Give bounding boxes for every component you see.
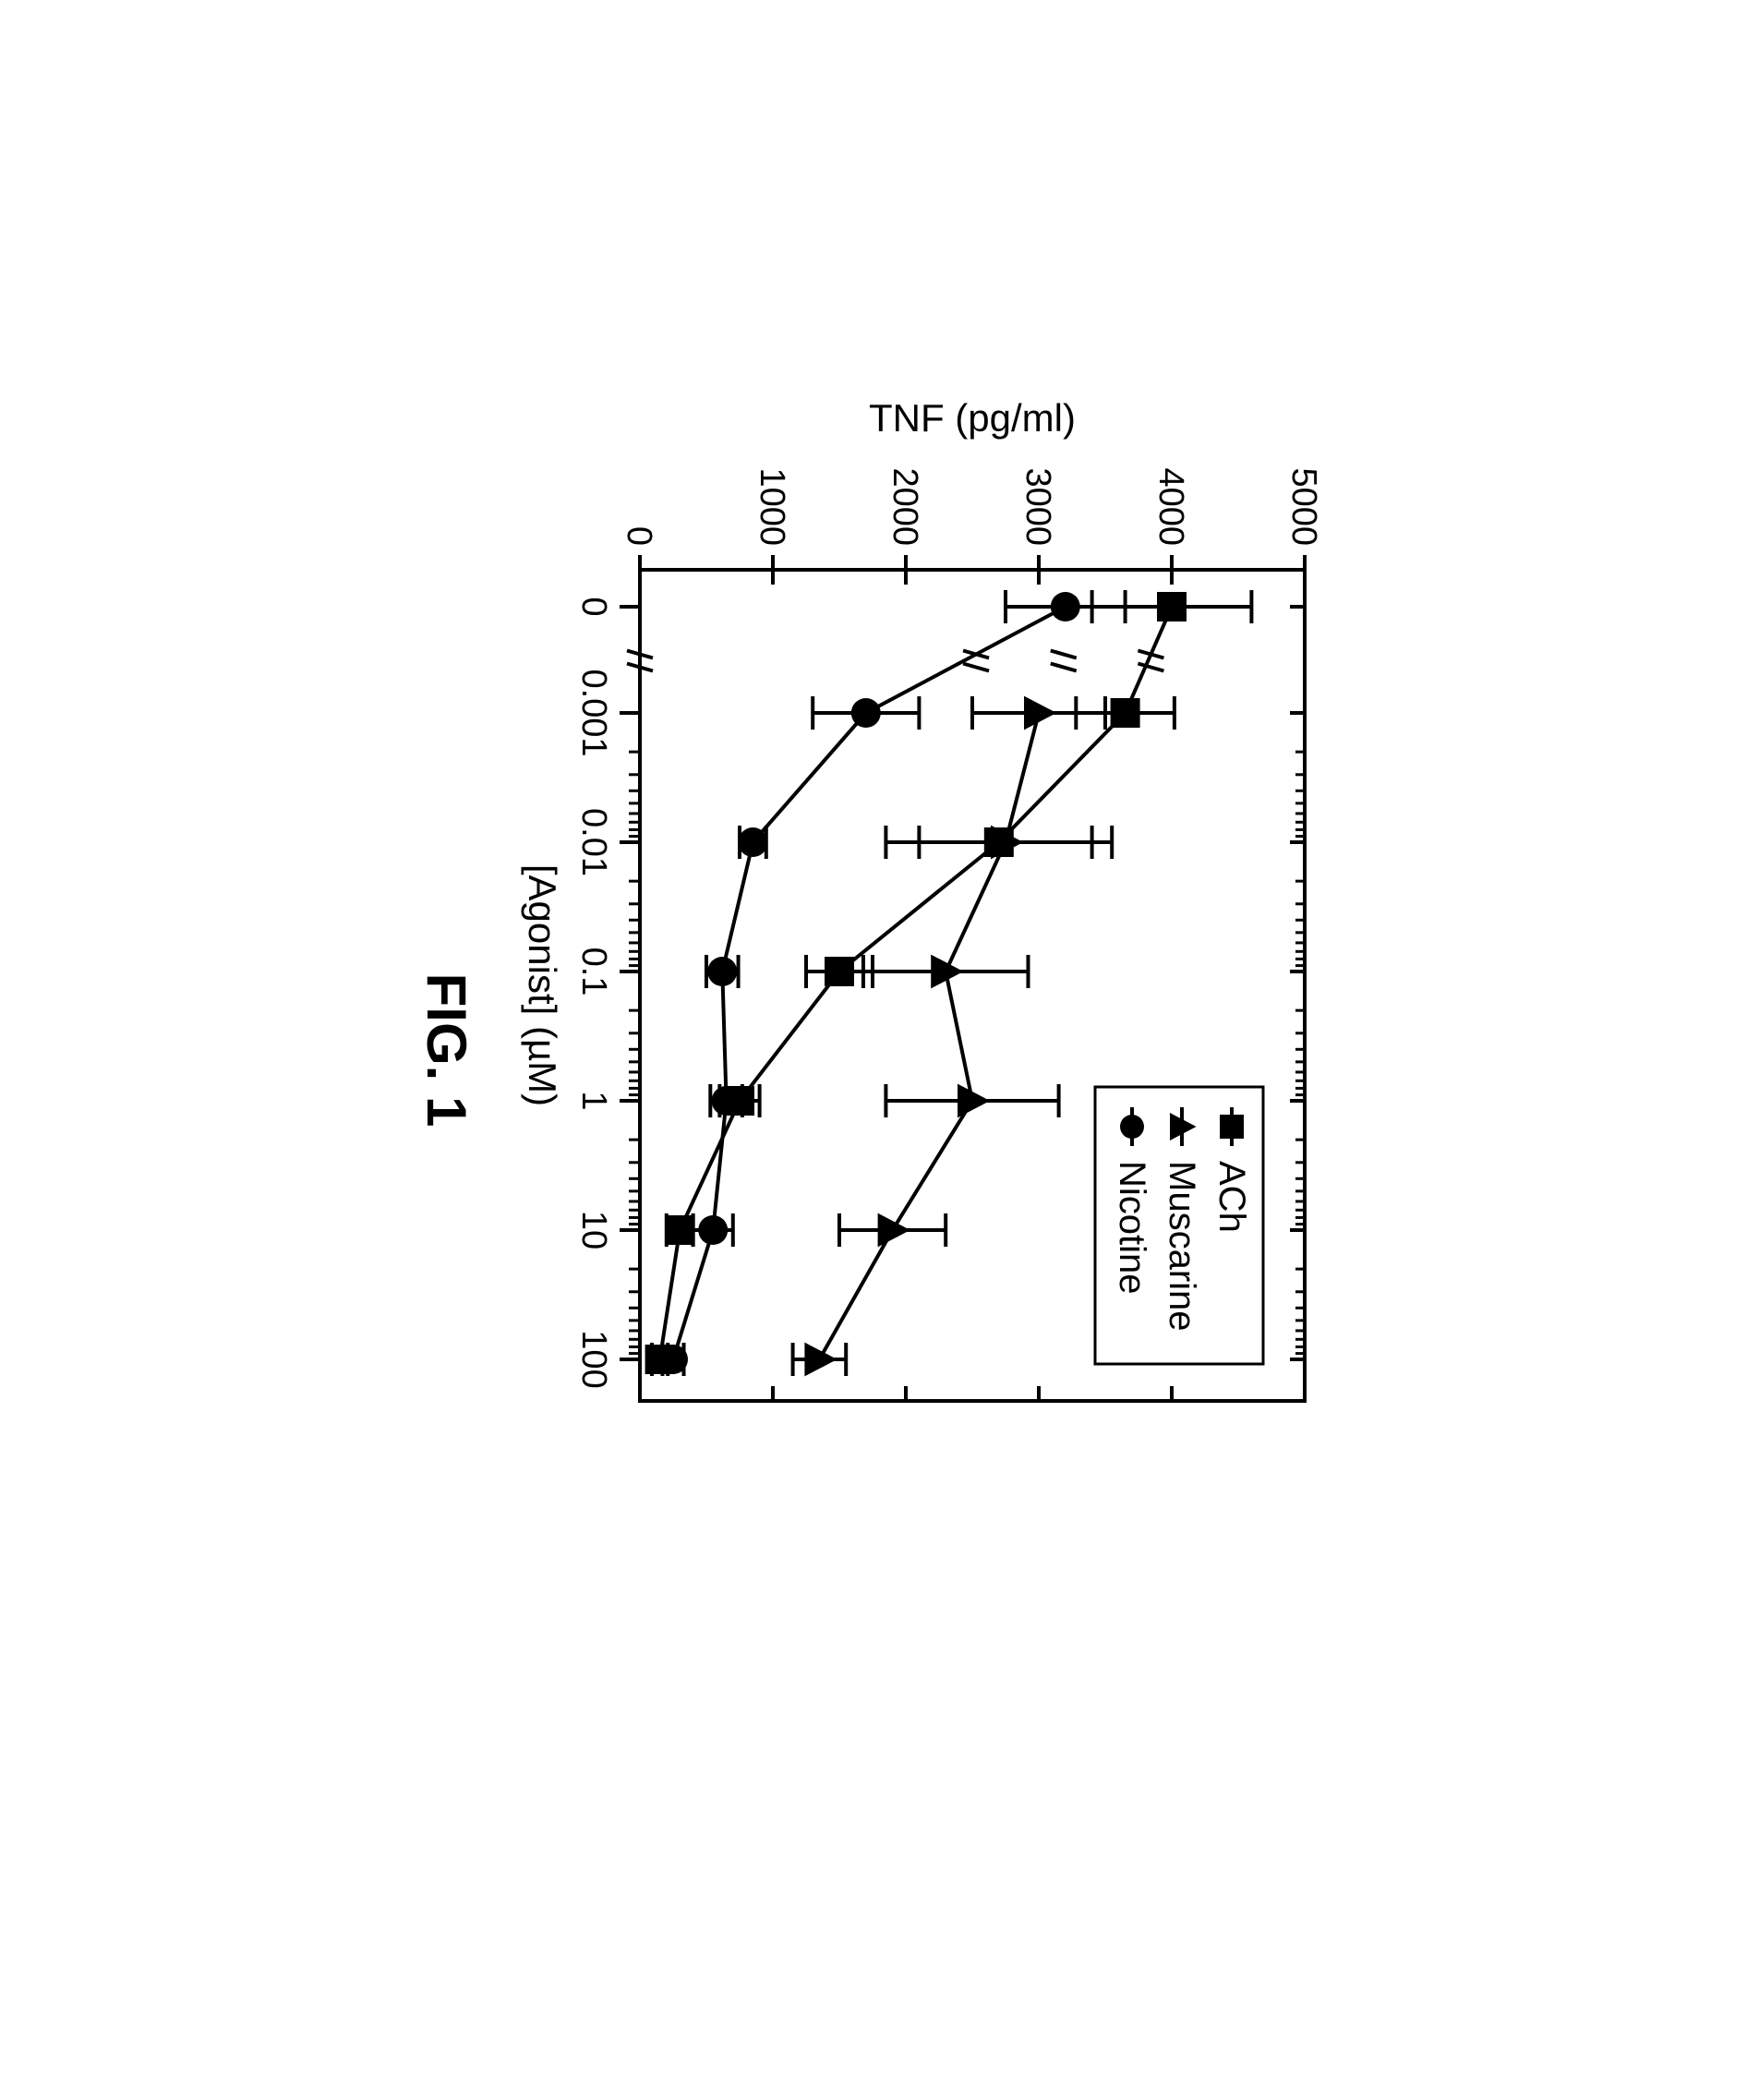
legend-item-label: Muscarine [1162,1161,1202,1332]
y-tick-label: 1000 [753,467,791,546]
legend-item-label: ACh [1211,1161,1252,1233]
x-tick-label: 0.01 [574,808,613,876]
x-tick-label: 1 [574,1091,613,1110]
y-tick-label: 4000 [1151,467,1190,546]
figure-label: FIG. 1 [416,973,477,1128]
legend-item-label: Nicotine [1112,1161,1152,1295]
y-tick-label: 3000 [1018,467,1057,546]
x-tick-label: 0.001 [574,669,613,756]
x-axis-label: [Agonist] (µM) [521,864,564,1106]
tnf-vs-agonist-chart: 0 1000 2000 3000 4000 5000 0 0.001 0.01 0.1 1 10 100… [372,357,1388,1743]
x-tick-label: 0.1 [574,947,613,996]
x-tick-label: 10 [574,1211,613,1249]
y-tick-label: 2000 [886,467,924,546]
chart-wrapper-rotated: 0 1000 2000 3000 4000 5000 0 0.001 0.01 0.1 1 10 100… [372,357,1388,1743]
y-axis-label: TNF (pg/ml) [869,396,1076,440]
x-tick-label: 100 [574,1330,613,1388]
series-line-muscarine [819,713,1039,1359]
y-tick-label: 5000 [1284,467,1323,546]
x-tick-label: 0 [574,597,613,616]
y-tick-label: 0 [620,526,658,546]
